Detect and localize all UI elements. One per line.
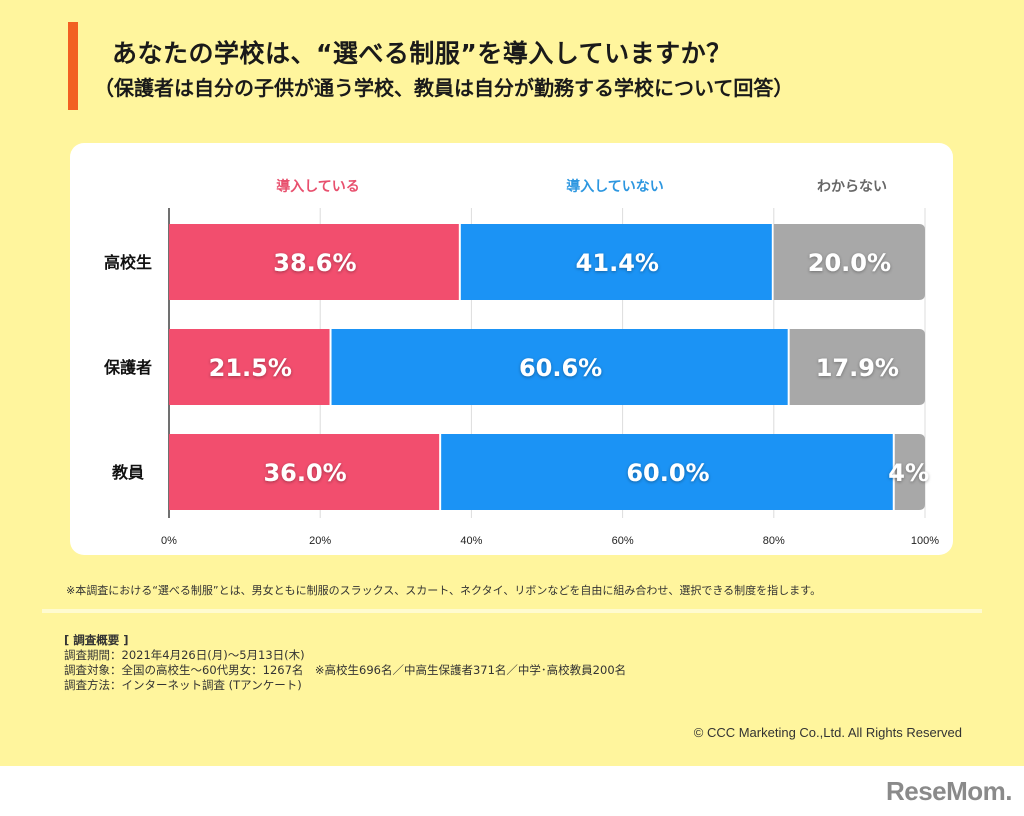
bar-segment: [789, 329, 925, 405]
bar-segment: [169, 434, 440, 510]
data-label: 60.0%: [626, 459, 709, 487]
bar-segment: [441, 434, 893, 510]
bar-segment: [894, 434, 925, 510]
x-tick-label: 60%: [612, 535, 634, 547]
legend-label: 導入していない: [566, 178, 664, 195]
chart-title: あなたの学校は、“選べる制服”を導入していますか？: [112, 39, 732, 68]
chart-subtitle: （保護者は自分の子供が通う学校、教員は自分が勤務する学校について回答）: [94, 76, 794, 100]
summary-target: 調査対象：全国の高校生〜60代男女：1267名 ※高校生696名／中高生保護者3…: [64, 663, 627, 677]
x-tick-label: 20%: [309, 535, 331, 547]
category-label: 教員: [112, 463, 144, 482]
bar-segment: [460, 224, 772, 300]
data-label: 17.9%: [816, 354, 899, 382]
x-tick-label: 100%: [911, 535, 939, 547]
data-label: 60.6%: [519, 354, 602, 382]
copyright: © CCC Marketing Co.,Ltd. All Rights Rese…: [693, 725, 962, 740]
summary-period: 調査期間：2021年4月26日(月)〜5月13日(木): [64, 648, 305, 662]
summary-method: 調査方法：インターネット調査 (Tアンケート): [64, 678, 302, 692]
data-label: 20.0%: [808, 249, 891, 277]
bar-segment: [169, 329, 330, 405]
x-tick-label: 80%: [763, 535, 785, 547]
data-label: 21.5%: [209, 354, 292, 382]
x-tick-label: 0%: [161, 535, 177, 547]
data-label: 36.0%: [263, 459, 346, 487]
legend-label: 導入している: [276, 178, 360, 195]
bar-segment: [331, 329, 788, 405]
legend-label: わからない: [817, 179, 887, 195]
data-label: 38.6%: [273, 249, 356, 277]
bar-segment: [169, 224, 459, 300]
title-accent-bar: [68, 22, 78, 110]
category-label: 高校生: [104, 253, 152, 272]
bar-segment: [773, 224, 925, 300]
divider: [42, 609, 982, 613]
definition-note: ※本調査における“選べる制服”とは、男女ともに制服のスラックス、スカート、ネクタ…: [66, 584, 822, 597]
data-label: 4%: [888, 459, 929, 487]
category-label: 保護者: [103, 358, 152, 377]
summary-heading: [ 調査概要 ]: [64, 633, 129, 647]
resemom-logo: ReseMom.: [885, 776, 1013, 806]
x-tick-label: 40%: [460, 535, 482, 547]
data-label: 41.4%: [576, 249, 659, 277]
survey-summary: [ 調査概要 ] 調査期間：2021年4月26日(月)〜5月13日(木) 調査対…: [64, 633, 626, 693]
